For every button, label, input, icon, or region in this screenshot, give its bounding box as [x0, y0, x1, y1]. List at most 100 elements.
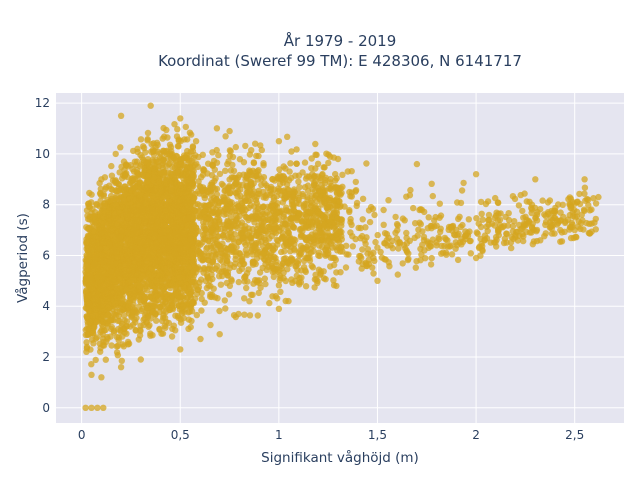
scatter-point — [454, 199, 461, 206]
scatter-point — [209, 257, 217, 264]
scatter-point — [98, 192, 105, 199]
scatter-point — [358, 265, 365, 272]
scatter-point — [236, 156, 244, 163]
scatter-point — [357, 252, 364, 260]
scatter-point — [233, 243, 240, 251]
scatter-point — [330, 282, 338, 289]
scatter-point — [283, 181, 291, 188]
scatter-point — [487, 239, 494, 246]
scatter-point — [330, 277, 337, 284]
scatter-point — [362, 240, 369, 247]
scatter-point — [108, 172, 116, 179]
scatter-points — [82, 102, 602, 411]
scatter-point — [314, 279, 321, 287]
scatter-point — [246, 298, 253, 305]
scatter-point — [428, 180, 435, 187]
scatter-point — [349, 243, 356, 250]
scatter-point — [97, 185, 105, 193]
scatter-point — [102, 356, 110, 363]
scatter-point — [233, 179, 240, 186]
scatter-point — [464, 229, 471, 237]
scatter-point — [346, 207, 353, 214]
scatter-point — [114, 326, 122, 333]
scatter-point — [303, 213, 310, 220]
scatter-point — [193, 311, 200, 319]
scatter-point — [253, 232, 260, 239]
scatter-point — [323, 150, 330, 157]
scatter-point — [225, 291, 233, 298]
scatter-point — [337, 243, 345, 250]
scatter-point — [187, 291, 194, 298]
scatter-point — [200, 167, 207, 174]
scatter-point — [252, 140, 259, 147]
scatter-point — [262, 239, 270, 247]
scatter-point — [459, 221, 466, 229]
scatter-point — [502, 213, 509, 221]
scatter-point — [465, 216, 472, 223]
scatter-point — [309, 264, 317, 271]
scatter-point — [363, 234, 370, 241]
scatter-point — [246, 312, 254, 319]
scatter-point — [438, 242, 445, 250]
scatter-point — [520, 237, 527, 245]
scatter-point — [337, 185, 344, 192]
scatter-point — [274, 295, 281, 302]
scatter-point — [322, 174, 329, 181]
scatter-point — [208, 172, 216, 179]
scatter-point — [227, 247, 234, 254]
scatter-point — [308, 155, 315, 162]
scatter-point — [393, 220, 401, 228]
scatter-point — [177, 316, 184, 323]
scatter-point — [437, 212, 445, 219]
scatter-point — [255, 289, 262, 297]
scatter-point — [557, 209, 564, 216]
scatter-point — [452, 239, 459, 246]
scatter-point — [394, 271, 401, 278]
scatter-point — [127, 323, 134, 330]
scatter-point — [392, 213, 399, 221]
scatter-point — [342, 264, 350, 271]
scatter-point — [283, 204, 290, 211]
scatter-point — [182, 123, 189, 131]
scatter-point — [407, 186, 414, 194]
scatter-point — [130, 308, 137, 316]
scatter-point — [310, 242, 317, 249]
scatter-point — [321, 164, 328, 171]
scatter-point — [158, 317, 166, 325]
scatter-point — [580, 226, 587, 233]
scatter-point — [374, 231, 381, 239]
scatter-point — [275, 282, 283, 289]
scatter-point — [285, 297, 292, 305]
scatter-point — [139, 305, 146, 313]
scatter-point — [88, 361, 95, 368]
scatter-point — [417, 257, 424, 264]
scatter-point — [135, 336, 142, 343]
scatter-point — [172, 312, 179, 319]
scatter-point — [592, 200, 600, 207]
scatter-point — [405, 255, 412, 262]
scatter-point — [214, 202, 222, 209]
scatter-point — [224, 160, 231, 168]
scatter-point — [237, 257, 244, 264]
scatter-point — [458, 187, 466, 194]
scatter-point — [520, 233, 527, 240]
scatter-point — [209, 209, 216, 217]
scatter-point — [325, 159, 332, 167]
scatter-point — [108, 342, 115, 349]
scatter-point — [546, 197, 554, 204]
scatter-point — [263, 182, 270, 189]
scatter-point — [97, 329, 104, 336]
scatter-point — [295, 178, 302, 185]
scatter-point — [111, 311, 118, 318]
scatter-point — [223, 257, 231, 265]
scatter-point — [311, 172, 318, 180]
scatter-point — [156, 325, 163, 333]
scatter-point — [311, 179, 318, 187]
scatter-point — [485, 211, 493, 219]
scatter-point — [118, 357, 126, 364]
scatter-point — [207, 291, 214, 298]
scatter-point — [503, 230, 510, 237]
scatter-point — [345, 251, 352, 258]
scatter-point — [140, 143, 147, 150]
